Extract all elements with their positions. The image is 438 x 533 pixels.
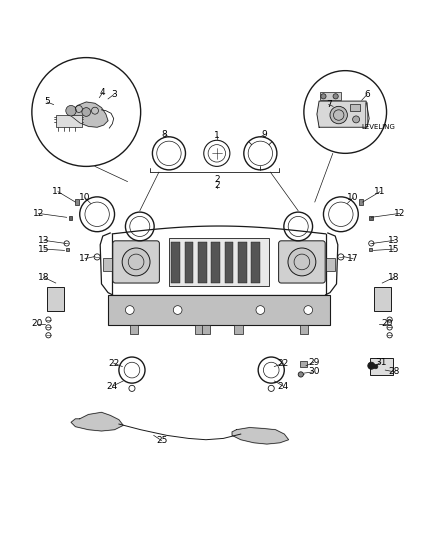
Text: 11: 11 bbox=[52, 187, 64, 196]
Bar bbox=[212, 241, 220, 282]
Text: 13: 13 bbox=[38, 236, 50, 245]
Text: 31: 31 bbox=[375, 358, 387, 367]
Circle shape bbox=[321, 94, 326, 99]
Text: 13: 13 bbox=[388, 236, 400, 245]
Bar bbox=[69, 216, 72, 220]
Text: 18: 18 bbox=[38, 273, 50, 282]
Text: 4: 4 bbox=[100, 88, 106, 97]
Polygon shape bbox=[232, 427, 289, 444]
Circle shape bbox=[66, 106, 76, 116]
Bar bbox=[171, 241, 180, 282]
Circle shape bbox=[125, 305, 134, 314]
Circle shape bbox=[333, 94, 338, 99]
Bar bbox=[325, 258, 335, 271]
Bar bbox=[169, 238, 269, 286]
Text: 3: 3 bbox=[111, 90, 117, 99]
Circle shape bbox=[304, 305, 313, 314]
Circle shape bbox=[353, 116, 360, 123]
Circle shape bbox=[374, 365, 378, 369]
FancyBboxPatch shape bbox=[113, 241, 159, 283]
Bar bbox=[300, 325, 308, 334]
Text: 9: 9 bbox=[262, 130, 268, 139]
Bar bbox=[374, 287, 391, 311]
Text: 2: 2 bbox=[214, 181, 219, 190]
Bar bbox=[320, 92, 341, 100]
Text: 18: 18 bbox=[388, 273, 400, 282]
Text: 12: 12 bbox=[394, 209, 405, 218]
Text: 24: 24 bbox=[107, 382, 118, 391]
Bar bbox=[234, 325, 243, 334]
Text: 1: 1 bbox=[214, 132, 220, 140]
Circle shape bbox=[298, 372, 304, 377]
Text: 15: 15 bbox=[38, 245, 50, 254]
Bar bbox=[238, 241, 247, 282]
Text: 2: 2 bbox=[214, 175, 219, 184]
FancyBboxPatch shape bbox=[279, 241, 325, 283]
Bar bbox=[369, 248, 372, 251]
Bar bbox=[350, 104, 360, 111]
Text: 11: 11 bbox=[374, 187, 386, 196]
Circle shape bbox=[82, 108, 91, 116]
Text: 22: 22 bbox=[108, 359, 119, 368]
Bar bbox=[56, 115, 82, 127]
Text: 6: 6 bbox=[364, 90, 370, 99]
Bar bbox=[369, 216, 373, 220]
Text: 5: 5 bbox=[44, 98, 50, 107]
Text: 30: 30 bbox=[308, 367, 320, 376]
Polygon shape bbox=[67, 102, 108, 127]
Text: 25: 25 bbox=[156, 436, 167, 445]
Text: 28: 28 bbox=[388, 367, 399, 376]
Polygon shape bbox=[71, 413, 123, 431]
Bar bbox=[300, 360, 307, 367]
Bar bbox=[74, 199, 79, 205]
Text: 12: 12 bbox=[33, 209, 44, 218]
Polygon shape bbox=[317, 101, 369, 127]
Bar bbox=[225, 241, 233, 282]
Circle shape bbox=[288, 248, 316, 276]
Bar bbox=[371, 358, 393, 375]
Text: 20: 20 bbox=[381, 319, 392, 328]
Bar bbox=[130, 325, 138, 334]
Bar bbox=[201, 325, 210, 334]
Circle shape bbox=[173, 305, 182, 314]
Circle shape bbox=[368, 362, 375, 369]
Text: 24: 24 bbox=[278, 382, 289, 391]
Text: 20: 20 bbox=[32, 319, 43, 328]
Text: 7: 7 bbox=[326, 100, 332, 109]
Text: 10: 10 bbox=[347, 193, 359, 202]
Text: 8: 8 bbox=[162, 130, 167, 139]
Bar bbox=[66, 248, 69, 251]
Bar bbox=[108, 295, 330, 325]
Text: 17: 17 bbox=[347, 254, 359, 263]
Text: 15: 15 bbox=[388, 245, 400, 254]
Text: 10: 10 bbox=[79, 193, 91, 202]
Bar bbox=[198, 241, 207, 282]
Bar bbox=[185, 241, 193, 282]
Bar bbox=[195, 325, 204, 334]
Bar bbox=[359, 199, 364, 205]
Bar bbox=[251, 241, 260, 282]
Circle shape bbox=[330, 107, 347, 124]
Circle shape bbox=[122, 248, 150, 276]
Bar bbox=[47, 287, 64, 311]
Bar bbox=[103, 258, 113, 271]
Circle shape bbox=[256, 305, 265, 314]
Text: 22: 22 bbox=[278, 359, 289, 368]
Text: 17: 17 bbox=[79, 254, 91, 263]
Text: LEVELING: LEVELING bbox=[361, 124, 395, 130]
Text: 29: 29 bbox=[308, 358, 320, 367]
